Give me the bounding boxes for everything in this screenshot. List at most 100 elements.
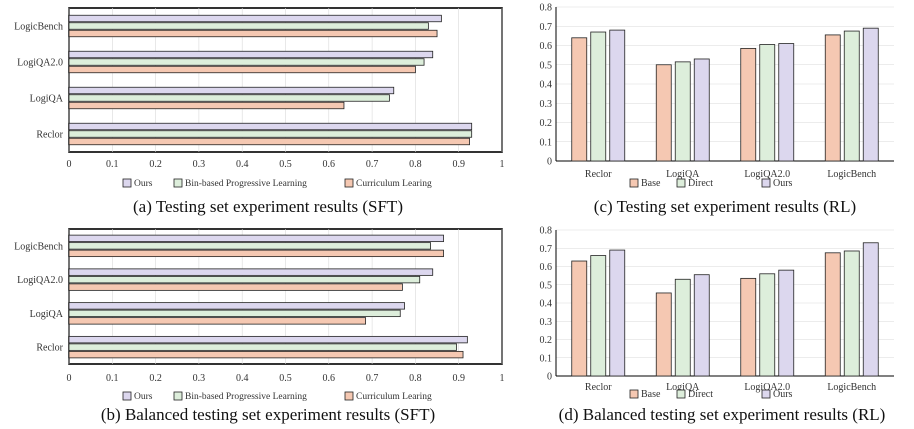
chart-d-bar-reclor-s0 [571,260,588,377]
chart-c-bar-logicbench-s1 [843,30,860,162]
chart-b-legend-swatch-1 [173,391,183,401]
chart-d-bar-logicbench-s2 [862,242,879,377]
chart-c-bar-logicbench-s2 [862,27,879,162]
chart-b-bar-logiqa-s2 [68,317,367,325]
chart-a-bar-logiqa-s2 [68,101,345,110]
chart-c-legend-swatch-2 [761,178,771,188]
chart-d-ytick-label: 0.8 [540,226,553,237]
chart-d-category-label: LogiQA2.0 [744,382,790,393]
chart-c-ytick-label: 0.8 [540,3,553,14]
chart-d-bar-logiqa20-s1 [759,273,776,377]
chart-d-category-label: Reclor [585,382,612,393]
chart-c-category-label: LogicBench [827,169,876,180]
chart-c-bar-logiqa20-s2 [778,43,795,162]
chart-a-xtick-label: 0.7 [366,159,379,170]
chart-a-xtick-label: 0.1 [106,159,119,170]
chart-a-legend-label-1: Bin-based Progressive Learning [185,179,307,189]
caption-d: (d) Balanced testing set experiment resu… [558,405,886,424]
chart-b-xtick-label: 1 [500,373,505,384]
chart-d-bar-logiqa20-s0 [740,277,757,377]
chart-b-bar-logiqa-s0 [68,302,405,310]
chart-a-legend-swatch-1 [173,178,183,188]
chart-a-xtick-label: 0.6 [323,159,336,170]
chart-d-legend-label-0: Base [641,389,661,400]
chart-c-legend-swatch-0 [629,178,639,188]
chart-c-ytick-label: 0.1 [540,137,553,148]
chart-d-legend-swatch-0 [629,389,639,399]
chart-a-bar-logiqa20-s1 [68,58,425,66]
chart-a-legend-swatch-2 [344,178,354,188]
chart-a-xtick-label: 0.5 [279,159,292,170]
caption-a: (a) Testing set experiment results (SFT) [133,197,403,216]
chart-d-ytick-label: 0.2 [540,335,553,346]
chart-a-xtick-label: 0 [67,159,72,170]
chart-b-bar-logiqa20-s2 [68,283,403,291]
chart-d-bar-reclor-s2 [609,249,626,377]
chart-b-xtick-label: 0.7 [366,373,379,384]
chart-a-category-label: LogicBench [14,22,63,33]
chart-a-xtick-label: 0.9 [452,159,465,170]
chart-a-bar-reclor-s2 [68,137,470,146]
chart-b-bar-logicbench-s1 [68,242,431,250]
chart-a-category-label: LogiQA [30,94,64,105]
chart-b-bar-logiqa20-s0 [68,268,434,276]
chart-c-ytick-label: 0.6 [540,41,553,52]
chart-d-category-label: LogicBench [827,382,876,393]
chart-c-legend-swatch-1 [676,178,686,188]
chart-d-legend-label-2: Ours [773,389,793,400]
chart-b-bar-logicbench-s0 [68,234,444,243]
chart-b-category-label: LogiQA2.0 [17,275,63,286]
chart-b-xtick-label: 0.5 [279,373,292,384]
chart-c-ytick-label: 0.5 [540,60,553,71]
chart-a-bar-reclor-s0 [68,122,473,131]
chart-d-legend-swatch-2 [761,389,771,399]
chart-d-ytick-label: 0.3 [540,317,553,328]
chart-b-bar-logicbench-s2 [68,249,444,258]
chart-b-xtick-label: 0.1 [106,373,119,384]
chart-b-category-label: Reclor [36,343,63,354]
chart-d-ytick-label: 0.5 [540,280,553,291]
chart-a-bar-logiqa-s1 [68,94,390,102]
chart-a-bar-logicbench-s2 [68,29,438,38]
chart-b-xtick-label: 0 [67,373,72,384]
chart-c-legend-label-2: Ours [773,178,793,189]
chart-c-ytick-label: 0.4 [540,80,553,91]
chart-b-xtick-label: 0.3 [193,373,206,384]
chart-c-category-label: LogiQA2.0 [744,169,790,180]
chart-b-category-label: LogiQA [30,309,64,320]
chart-b-bar-logiqa-s1 [68,309,401,318]
chart-d-category-label: LogiQA [666,382,700,393]
chart-c-category-label: LogiQA [666,169,700,180]
chart-b-legend-swatch-0 [122,391,132,401]
chart-a-legend-label-2: Curriculum Learing [356,179,432,189]
chart-b-legend-swatch-2 [344,391,354,401]
chart-d-bar-logiqa20-s2 [778,269,795,377]
chart-d-ytick-label: 0.1 [540,353,553,364]
chart-b-xtick-label: 0.4 [236,373,249,384]
chart-b-legend-label-2: Curriculum Learing [356,392,432,402]
chart-a-bar-reclor-s1 [68,130,473,138]
chart-c-ytick-label: 0.3 [540,99,553,110]
chart-d-bar-logiqa-s2 [693,274,710,377]
chart-d-bar-logiqa-s1 [674,278,691,377]
chart-c-ytick-label: 0 [547,157,552,168]
chart-d-bar-logicbench-s1 [843,250,860,377]
chart-b-xtick-label: 0.6 [323,373,336,384]
chart-b-bar-reclor-s0 [68,335,468,344]
chart-a-xtick-label: 0.3 [193,159,206,170]
chart-c-bar-logicbench-s0 [824,34,841,162]
chart-a-legend-label-0: Ours [134,179,153,189]
chart-a-xtick-label: 0.8 [409,159,422,170]
caption-b: (b) Balanced testing set experiment resu… [100,405,436,424]
chart-c-bar-logiqa-s2 [693,58,710,162]
chart-b-xtick-label: 0.9 [452,373,465,384]
chart-a-xtick-label: 0.4 [236,159,249,170]
chart-c-category-label: Reclor [585,169,612,180]
chart-a-bar-logicbench-s1 [68,22,429,30]
chart-b-xtick-label: 0.8 [409,373,422,384]
chart-b-xtick-label: 0.2 [149,373,162,384]
chart-d-ytick-label: 0.4 [540,299,553,310]
chart-b-bar-reclor-s2 [68,350,464,359]
chart-b-bar-logiqa20-s1 [68,275,421,284]
